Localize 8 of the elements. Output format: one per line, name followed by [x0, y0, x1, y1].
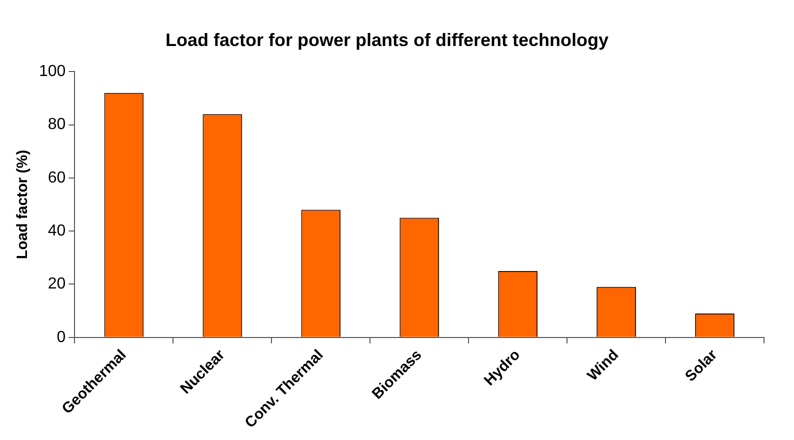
y-tick-label: 100: [38, 63, 66, 80]
chart-title: Load factor for power plants of different technology: [165, 30, 609, 50]
y-tick-label: 0: [56, 328, 66, 346]
y-axis-title: Load factor (%): [14, 150, 32, 260]
y-tick-label: 60: [48, 169, 66, 186]
y-tick-label: 40: [48, 222, 66, 240]
y-tick-label: 20: [48, 276, 66, 293]
y-tick-label: 80: [48, 116, 66, 134]
